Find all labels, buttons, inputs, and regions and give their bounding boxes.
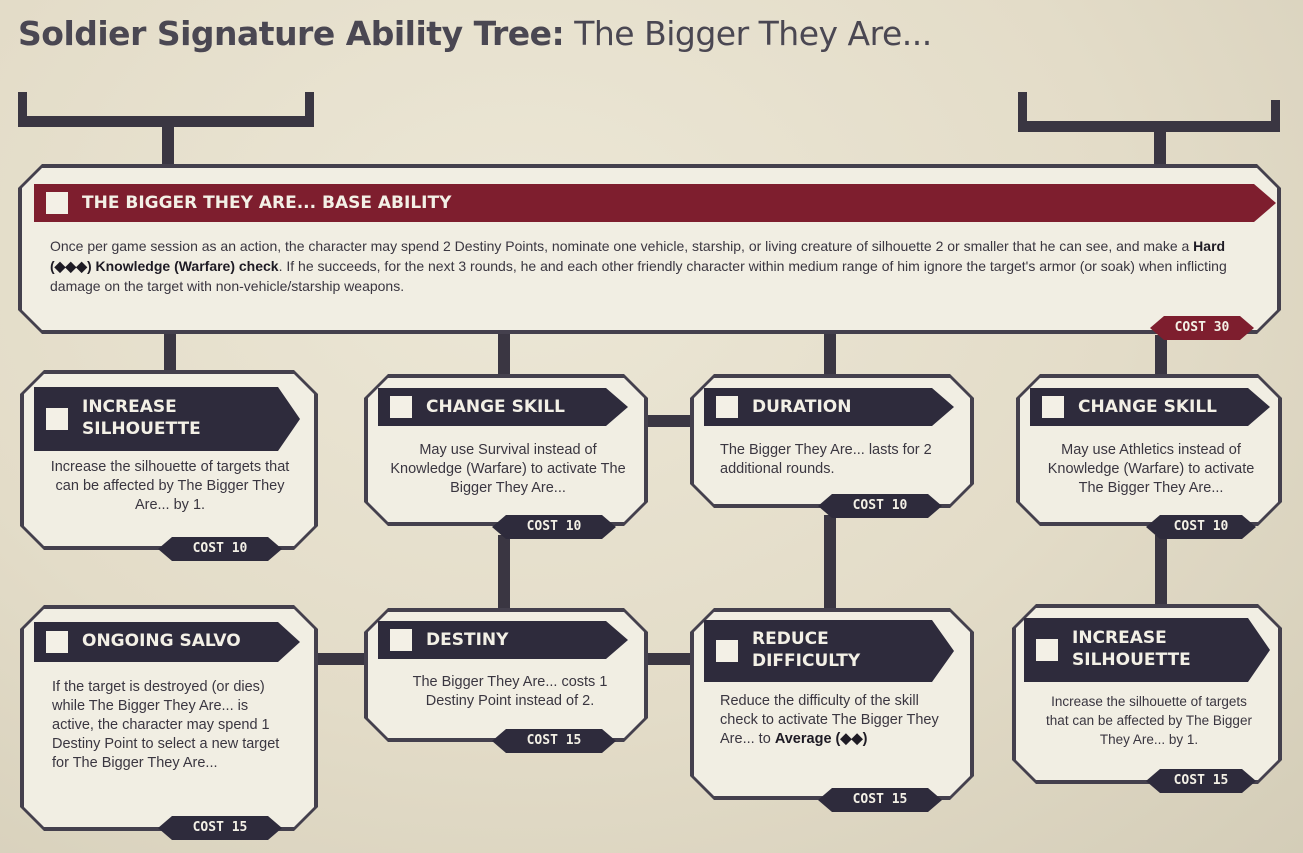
talent-cost: COST 15 — [158, 816, 282, 840]
right-bracket-right — [1271, 100, 1280, 132]
connector-row2-col2-col3 — [640, 653, 696, 665]
connector-col2-vertical — [498, 535, 510, 615]
talent-cost: COST 15 — [1146, 769, 1256, 793]
talent-cost: COST 10 — [158, 537, 282, 561]
talent-header: REDUCE DIFFICULTY — [704, 620, 954, 682]
connector-base-col4 — [1155, 335, 1167, 380]
talent-header: DURATION — [704, 388, 954, 426]
talent-text: May use Survival instead of Knowledge (W… — [390, 442, 626, 496]
talent-text: If the target is destroyed (or dies) whi… — [52, 679, 280, 771]
left-bracket-left — [18, 92, 27, 127]
checkbox-icon[interactable] — [46, 408, 68, 430]
talent-text: Increase the silhouette of targets that … — [50, 459, 290, 513]
right-bracket-left — [1018, 92, 1027, 132]
connector-row1-col2-col3 — [640, 415, 696, 427]
checkbox-icon[interactable] — [390, 396, 412, 418]
left-bracket-stem — [162, 120, 174, 172]
talent-header: DESTINY — [378, 621, 628, 659]
talent-cost: COST 10 — [1146, 515, 1256, 539]
title-bold: Soldier Signature Ability Tree: — [18, 14, 565, 53]
talent-text: May use Athletics instead of Knowledge (… — [1047, 442, 1255, 496]
checkbox-icon[interactable] — [1036, 639, 1058, 661]
talent-cost: COST 15 — [818, 788, 942, 812]
talent-text: The Bigger They Are... costs 1 Destiny P… — [412, 674, 608, 709]
talent-cost: COST 10 — [492, 515, 616, 539]
page-title: Soldier Signature Ability Tree: The Bigg… — [18, 14, 932, 53]
checkbox-icon[interactable] — [1042, 396, 1064, 418]
left-bracket-right — [305, 92, 314, 127]
checkbox-icon[interactable] — [46, 631, 68, 653]
base-ability-cost: COST 30 — [1150, 316, 1254, 340]
talent-header: ONGOING SALVO — [34, 622, 300, 662]
checkbox-icon[interactable] — [390, 629, 412, 651]
checkbox-icon[interactable] — [716, 396, 738, 418]
connector-base-col2 — [498, 325, 510, 380]
base-ability-text: Once per game session as an action, the … — [50, 238, 1227, 294]
connector-row2-col1-col2 — [312, 653, 374, 665]
right-bracket-top — [1018, 121, 1280, 132]
talent-header: INCREASE SILHOUETTE — [1024, 618, 1270, 682]
connector-base-col3 — [824, 325, 836, 380]
connector-col3-vertical — [824, 515, 836, 615]
talent-header: CHANGE SKILL — [1030, 388, 1270, 426]
title-regular: The Bigger They Are... — [574, 14, 932, 53]
talent-cost: COST 15 — [492, 729, 616, 753]
right-bracket-stem — [1154, 126, 1166, 172]
talent-text: The Bigger They Are... lasts for 2 addit… — [720, 442, 932, 477]
talent-cost: COST 10 — [818, 494, 942, 518]
checkbox-icon[interactable] — [716, 640, 738, 662]
base-ability-header: THE BIGGER THEY ARE... BASE ABILITY — [34, 184, 1276, 222]
talent-header: CHANGE SKILL — [378, 388, 628, 426]
talent-text: Reduce the difficulty of the skill check… — [720, 693, 939, 747]
connector-base-col1 — [164, 325, 176, 380]
talent-text: Increase the silhouette of targets that … — [1046, 694, 1252, 747]
checkbox-icon[interactable] — [46, 192, 68, 214]
talent-header: INCREASE SILHOUETTE — [34, 387, 300, 451]
connector-col4-vertical — [1155, 535, 1167, 610]
